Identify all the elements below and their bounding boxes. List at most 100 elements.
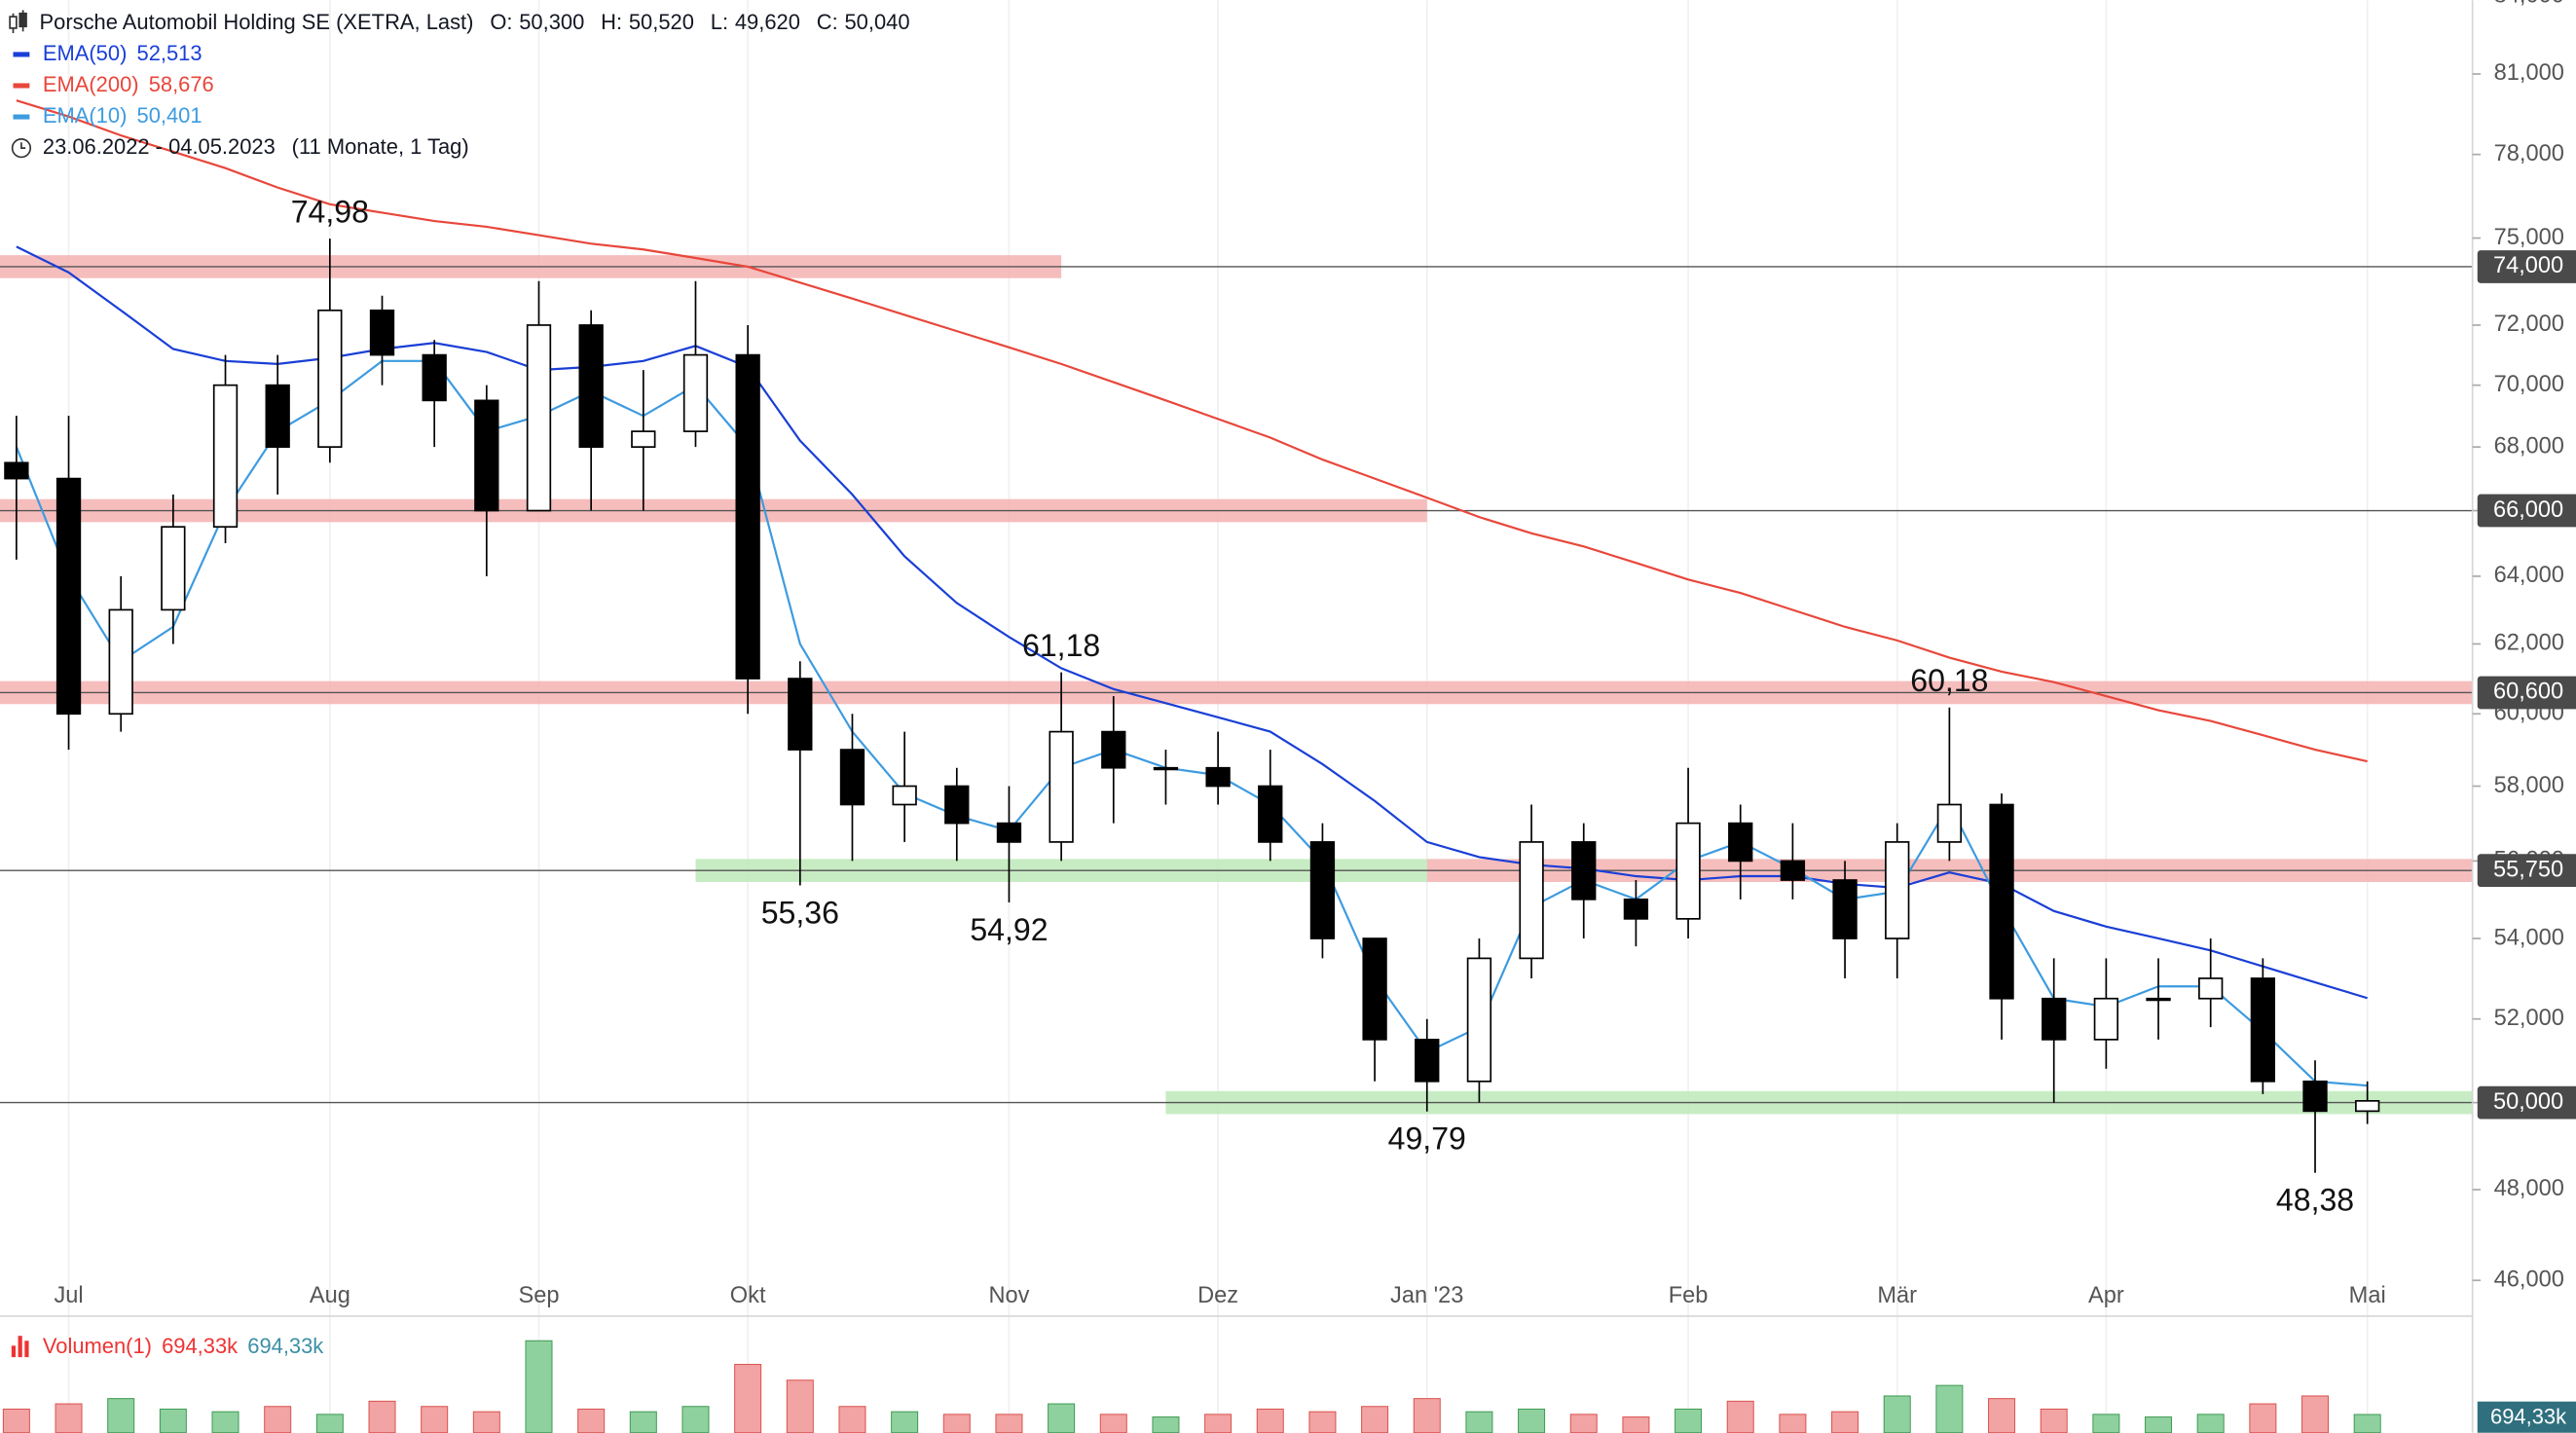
candle-body [1153,766,1179,771]
volume-bar [1988,1398,2016,1433]
header: Porsche Automobil Holding SE (XETRA, Las… [9,10,910,159]
price-annotation: 54,92 [970,912,1048,947]
volume-bar [264,1406,292,1433]
candle-body [1519,841,1544,960]
x-tick-label: Mai [2349,1283,2386,1308]
x-tick-label: Apr [2088,1283,2124,1308]
x-tick-label: Jan '23 [1390,1283,1463,1308]
candle-body [1936,803,1963,843]
x-tick-label: Dez [1197,1283,1238,1308]
level-label: 60,600 [2493,680,2563,705]
candle-body [839,749,865,806]
volume-icon [18,1336,22,1358]
y-tick-label: 68,000 [2494,433,2564,459]
volume-bar [1465,1411,1493,1433]
candle-body [2250,977,2276,1083]
y-tick-label: 84,000 [2494,0,2564,9]
candle-icon [9,10,27,34]
volume-legend: Volumen(1) 694,33k 694,33k [43,1334,323,1358]
candle-body [631,430,656,448]
volume-bar [577,1408,606,1433]
volume-bar [891,1411,919,1433]
x-tick-label: Jul [54,1283,83,1308]
candle-body [1832,879,1858,939]
candle-body [1989,803,2014,1000]
volume-bar [1152,1416,1180,1433]
volume-bar [1831,1411,1859,1433]
y-tick-label: 62,000 [2494,631,2564,656]
candle-body [1571,841,1597,900]
volume-header: Volumen(1) 694,33k 694,33k [11,1334,323,1358]
y-tick-label: 72,000 [2494,312,2564,337]
x-tick-label: Nov [988,1283,1029,1308]
candle-body [161,526,186,611]
volume-bar [995,1414,1023,1433]
y-tick-label: 70,000 [2494,372,2564,397]
price-annotation: 60,18 [1910,663,1988,698]
candle-body [735,353,760,680]
candle-body [2042,997,2067,1041]
ema-line [16,245,2369,1000]
level-box [2477,1085,2576,1120]
clock-icon [11,138,32,159]
ema-line [16,99,2368,763]
x-tick-label: Okt [730,1283,766,1308]
y-tick-label: 46,000 [2494,1267,2564,1292]
date-range: 23.06.2022 - 04.05.2023 (11 Monate, 1 Tag… [43,134,469,159]
x-tick-label: Feb [1669,1283,1709,1308]
volume-bar [1518,1408,1546,1433]
price-annotation: 48,38 [2276,1183,2354,1218]
volume-icon [11,1345,17,1358]
candle-body [2355,1099,2380,1113]
candle-body [578,324,604,448]
volume-bar [1726,1400,1754,1433]
volume-bar [2301,1395,2330,1433]
clock-hand [20,142,26,149]
y-tick-label: 58,000 [2494,773,2564,798]
volume-bar [159,1408,187,1433]
legend-entry: EMA(50) 52,513 [43,41,202,65]
volume-bar [1413,1398,1441,1433]
candle-body [1466,957,1492,1083]
candle-body [4,461,29,480]
x-tick-label: Aug [310,1283,350,1308]
volume-bar [1361,1406,1389,1433]
candle-body [682,353,709,432]
candle-body [1362,937,1387,1041]
volume-bar [2,1408,30,1433]
volume-bar [421,1406,449,1433]
candle-body [422,353,447,402]
level-label: 74,000 [2493,253,2563,278]
candle-body [369,309,395,356]
price-annotation: 55,36 [761,895,839,930]
y-tick-label: 54,000 [2494,925,2564,950]
candle-body [2146,997,2171,1002]
volume-bar [1308,1411,1337,1433]
volume-bar [1256,1408,1284,1433]
volume-bar [734,1364,762,1433]
legend-swatch [13,52,30,57]
legend-entry: EMA(10) 50,401 [43,103,202,128]
volume-bar [107,1398,135,1433]
volume-bar [1569,1414,1598,1433]
candle-body [55,477,82,716]
legend-value: 58,676 [149,72,214,96]
legend-entry: EMA(200) 58,676 [43,72,214,96]
candle-body [1101,730,1126,769]
level-box [2477,676,2576,710]
candle-body [1623,899,1649,920]
candle-body [944,785,970,825]
volume-bar [786,1379,814,1433]
legend-value: 50,401 [137,103,202,128]
candle-body [2198,977,2224,1000]
x-tick-label: Sep [518,1283,559,1308]
candle-body [892,785,917,806]
level-label: 66,000 [2493,497,2563,523]
candle-body [1780,860,1806,881]
level-box [2477,854,2576,888]
volume-bar [1048,1403,1076,1433]
level-label: 55,750 [2493,857,2563,882]
volume-bar [368,1400,396,1433]
candle-body [474,399,499,512]
